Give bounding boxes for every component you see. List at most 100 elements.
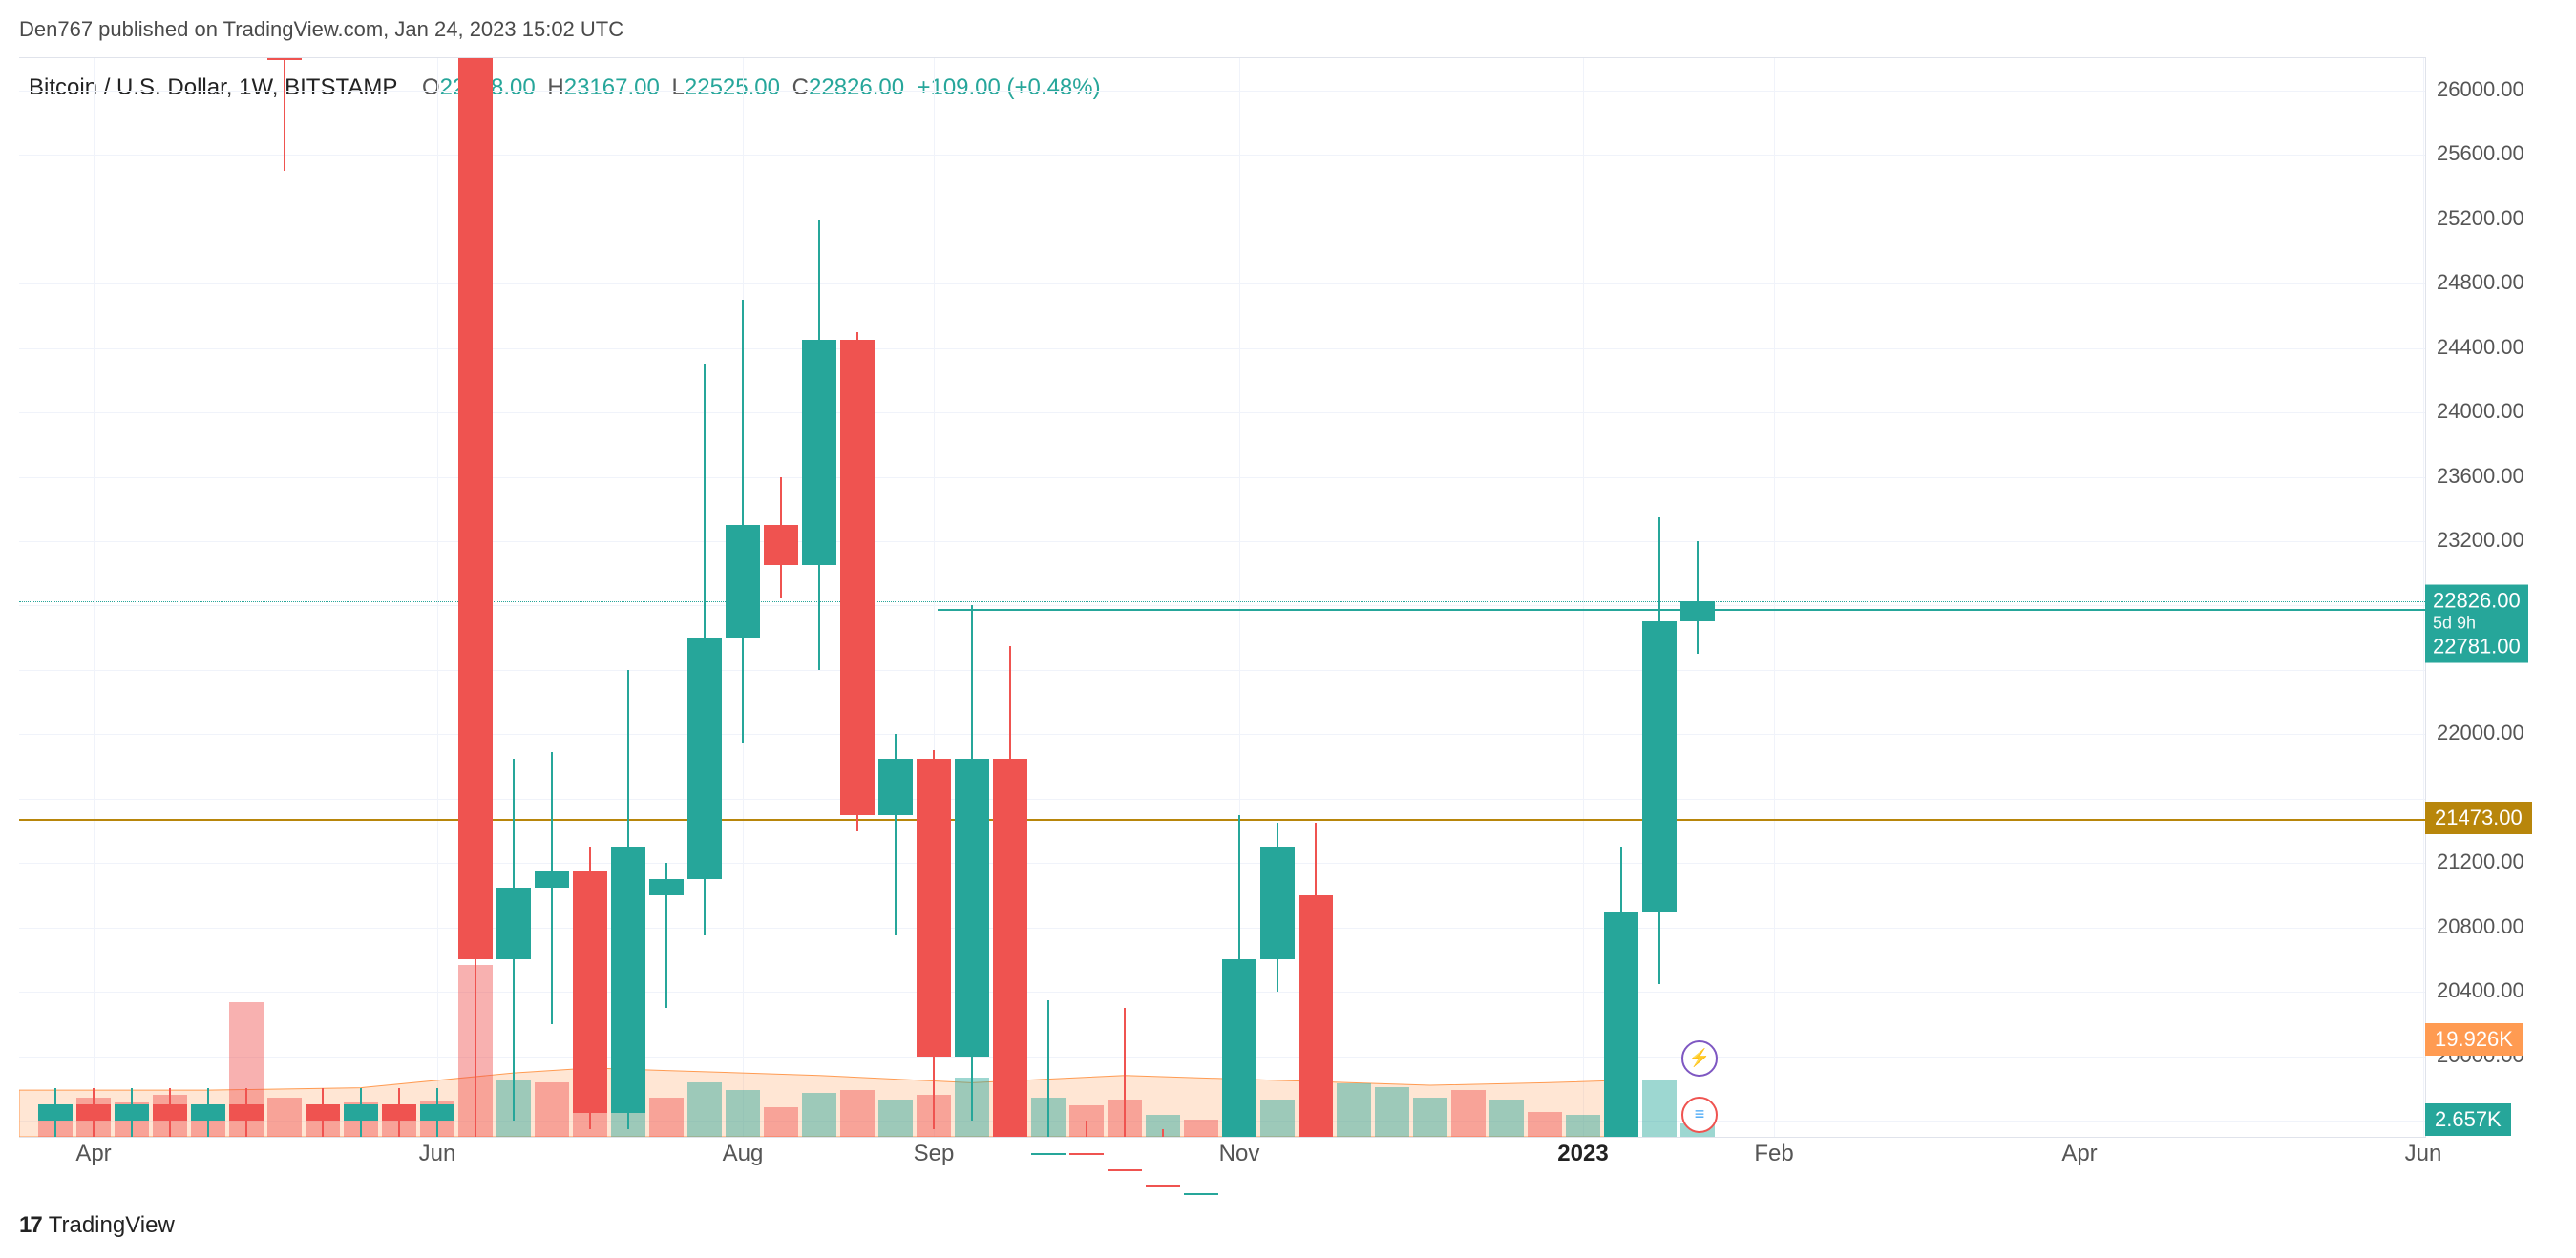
candle[interactable]	[764, 58, 798, 1137]
candle[interactable]	[955, 58, 989, 1137]
candle-body	[1642, 621, 1677, 912]
candle-body	[115, 1104, 149, 1121]
candle-body	[535, 871, 569, 888]
tradingview-logo-icon: 17	[19, 1212, 41, 1239]
candle[interactable]	[1604, 58, 1638, 1137]
candle[interactable]	[1069, 58, 1104, 1137]
candle[interactable]	[1146, 58, 1180, 1137]
chart-pane[interactable]: ⚡≡	[19, 57, 2426, 1138]
candle-wick	[1697, 541, 1699, 654]
candle-wick	[1162, 1129, 1164, 1137]
candle[interactable]	[649, 58, 684, 1137]
price-tick: 20400.00	[2437, 978, 2524, 1003]
candle[interactable]	[1413, 58, 1447, 1137]
publish-text: Den767 published on TradingView.com, Jan…	[19, 17, 623, 41]
time-tick: Apr	[75, 1141, 111, 1167]
candle[interactable]	[1260, 58, 1295, 1137]
time-tick: Aug	[723, 1141, 764, 1167]
candle[interactable]	[840, 58, 875, 1137]
price-tick: 25200.00	[2437, 206, 2524, 231]
candle[interactable]	[229, 58, 264, 1137]
candle[interactable]	[1337, 58, 1371, 1137]
candle[interactable]	[993, 58, 1027, 1137]
candle-body	[649, 879, 684, 895]
price-line-label: 21473.00	[2425, 802, 2532, 834]
chart-container: Den767 published on TradingView.com, Jan…	[0, 0, 2576, 1258]
candle[interactable]	[726, 58, 760, 1137]
gridline-v	[2423, 58, 2424, 1137]
candle[interactable]	[1528, 58, 1562, 1137]
volume-current-badge: 2.657K	[2425, 1103, 2511, 1136]
candle[interactable]	[1375, 58, 1409, 1137]
candle-body	[726, 525, 760, 638]
candle-body	[153, 1104, 187, 1121]
candle-body	[1260, 847, 1295, 959]
candle-body	[229, 1104, 264, 1121]
price-tick: 22000.00	[2437, 721, 2524, 745]
candle[interactable]	[878, 58, 913, 1137]
candle[interactable]	[535, 58, 569, 1137]
candle[interactable]	[1222, 58, 1256, 1137]
candle[interactable]	[573, 58, 607, 1137]
time-tick: Jun	[2405, 1141, 2442, 1167]
candle[interactable]	[1031, 58, 1066, 1137]
candle[interactable]	[496, 58, 531, 1137]
candle[interactable]	[76, 58, 111, 1137]
candle-body	[878, 759, 913, 815]
candle-body	[1299, 895, 1333, 1137]
candle[interactable]	[611, 58, 645, 1137]
price-tick: 24000.00	[2437, 399, 2524, 424]
candle-body	[420, 1104, 454, 1121]
candle-wick	[284, 58, 285, 171]
candle[interactable]	[1299, 58, 1333, 1137]
candle[interactable]	[1489, 58, 1524, 1137]
candle[interactable]	[1566, 58, 1600, 1137]
candle[interactable]	[420, 58, 454, 1137]
candle[interactable]	[1184, 58, 1218, 1137]
gridline-v	[1774, 58, 1775, 1137]
candle[interactable]	[1680, 58, 1715, 1137]
price-tick: 25600.00	[2437, 141, 2524, 166]
candle-body	[267, 58, 302, 60]
price-tick: 24800.00	[2437, 270, 2524, 295]
brand-name: TradingView	[49, 1212, 175, 1239]
time-tick: Apr	[2061, 1141, 2097, 1167]
time-axis[interactable]: AprJunAugSepNov2023FebAprJun	[19, 1141, 2425, 1179]
candle[interactable]	[802, 58, 836, 1137]
candle[interactable]	[267, 58, 302, 1137]
brand-footer[interactable]: 17 TradingView	[19, 1212, 175, 1239]
candle-body	[611, 847, 645, 1112]
bid-price: 22781.00	[2433, 635, 2521, 660]
candle-body	[917, 759, 951, 1057]
candle-body	[840, 340, 875, 815]
time-tick: 2023	[1557, 1141, 1608, 1167]
candle[interactable]	[153, 58, 187, 1137]
candle[interactable]	[306, 58, 340, 1137]
candle-body	[344, 1104, 378, 1121]
candle-body	[573, 871, 607, 1113]
candle[interactable]	[917, 58, 951, 1137]
candle[interactable]	[1642, 58, 1677, 1137]
candle[interactable]	[115, 58, 149, 1137]
candle[interactable]	[1108, 58, 1142, 1137]
candle[interactable]	[191, 58, 225, 1137]
candle-wick	[1047, 1000, 1049, 1137]
candle-body	[1146, 1185, 1180, 1187]
candle-wick	[1124, 1008, 1126, 1137]
current-price: 22826.00	[2433, 589, 2521, 614]
time-tick: Jun	[419, 1141, 456, 1167]
candle[interactable]	[382, 58, 416, 1137]
candle[interactable]	[38, 58, 73, 1137]
price-tick: 21200.00	[2437, 849, 2524, 874]
candle[interactable]	[458, 58, 493, 1137]
candle-body	[382, 1104, 416, 1121]
dividend-icon[interactable]: ≡	[1681, 1097, 1718, 1133]
earnings-icon[interactable]: ⚡	[1681, 1040, 1718, 1077]
time-tick: Nov	[1219, 1141, 1260, 1167]
candle[interactable]	[344, 58, 378, 1137]
candle[interactable]	[1451, 58, 1486, 1137]
candle-body	[306, 1104, 340, 1121]
candle[interactable]	[687, 58, 722, 1137]
countdown: 5d 9h	[2433, 614, 2521, 635]
volume-ma-badge: 19.926K	[2425, 1023, 2523, 1056]
